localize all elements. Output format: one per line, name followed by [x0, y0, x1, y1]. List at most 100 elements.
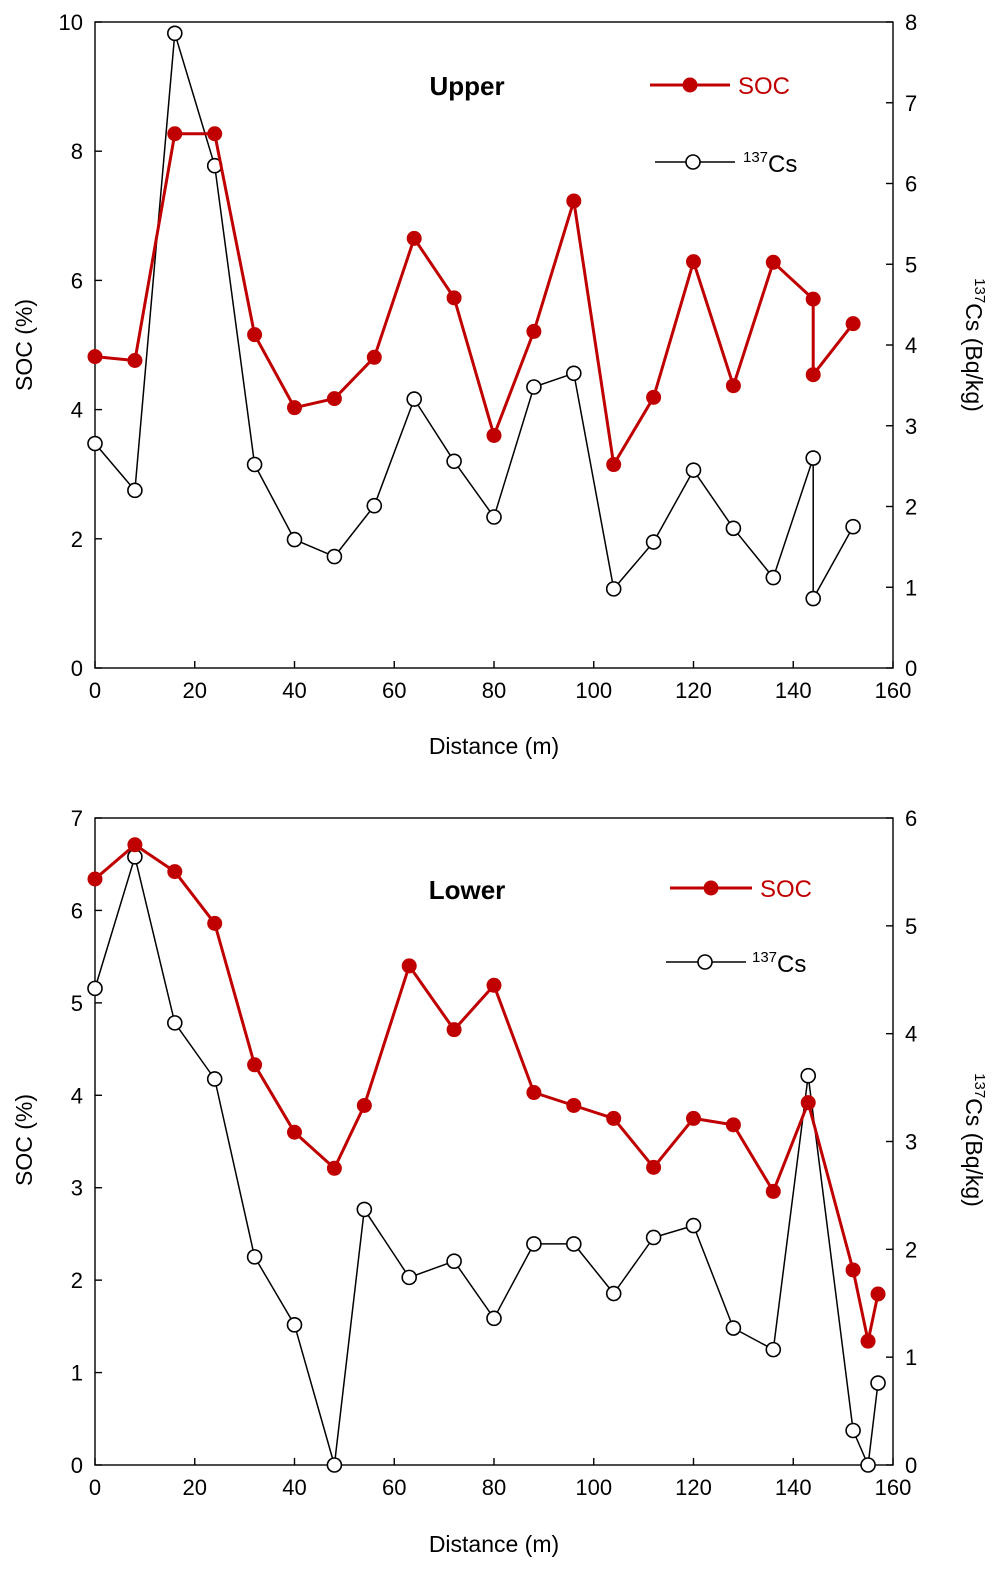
x-tick-label: 140 [775, 678, 812, 703]
cs-point [805, 450, 822, 466]
legend-soc-label: SOC [760, 876, 812, 903]
soc-point [207, 126, 223, 142]
soc-point [800, 1095, 816, 1111]
cs-unit: Cs (Bq/kg) [961, 303, 987, 412]
y-right-tick-label: 2 [905, 1237, 917, 1262]
cs-point [366, 497, 383, 514]
x-tick-label: 40 [282, 1475, 306, 1500]
soc-point [765, 1183, 781, 1199]
cs-point [845, 518, 861, 535]
cs-superscript: 137 [971, 1073, 988, 1098]
tick-marks [94, 21, 894, 669]
soc-point [646, 389, 662, 405]
cs-point [486, 1310, 502, 1327]
cs-point [206, 1071, 223, 1087]
x-tick-label: 0 [89, 1475, 101, 1500]
soc-point [870, 1286, 886, 1302]
cs-line [94, 856, 879, 1466]
soc-point [765, 254, 781, 270]
cs-point [286, 1317, 303, 1333]
legend-cs-label: 137Cs [743, 149, 797, 178]
legend-cs-label: 137Cs [752, 949, 806, 978]
x-axis-title: Distance (m) [429, 733, 559, 759]
cs-point [401, 1269, 418, 1286]
cs-point [800, 1067, 817, 1084]
cs-point [845, 1422, 861, 1439]
soc-point [287, 1124, 302, 1140]
y-left-tick-label: 3 [71, 1176, 83, 1201]
panel-title: Lower [429, 875, 506, 905]
legend-soc-label: SOC [738, 73, 790, 100]
x-tick-label: 60 [382, 1475, 406, 1500]
y-left-tick-label: 1 [71, 1361, 83, 1386]
cs-point [870, 1375, 886, 1391]
soc-point [87, 349, 103, 365]
x-tick-label: 120 [675, 1475, 712, 1500]
y-left-tick-label: 0 [71, 656, 83, 681]
soc-point [446, 290, 462, 306]
legend-soc-marker [703, 880, 719, 896]
y-right-tick-label: 1 [905, 1345, 917, 1370]
soc-point [446, 1022, 462, 1038]
plot-frame [94, 817, 894, 1466]
y-right-tick-label: 0 [905, 1453, 917, 1478]
cs-point [87, 980, 103, 997]
soc-series [87, 126, 861, 473]
y-right-tick-label: 5 [905, 914, 917, 939]
cs-point [765, 569, 782, 586]
soc-point [646, 1159, 662, 1175]
y-left-tick-label: 2 [71, 527, 83, 552]
legend-cs-sup: 137 [743, 149, 768, 166]
cs-point [725, 1320, 742, 1336]
x-tick-label: 160 [875, 678, 912, 703]
cs-superscript: 137 [971, 278, 988, 303]
x-tick-label: 20 [183, 1475, 207, 1500]
y-left-tick-label: 6 [71, 268, 83, 293]
cs-point [565, 365, 582, 382]
soc-point [845, 1262, 861, 1278]
x-tick-label: 20 [183, 678, 207, 703]
soc-point [606, 1110, 622, 1126]
y-left-tick-label: 8 [71, 139, 83, 164]
soc-line [94, 132, 855, 466]
soc-point [356, 1097, 372, 1113]
x-axis-title: Distance (m) [429, 1531, 559, 1557]
cs-series [87, 25, 861, 607]
x-tick-label: 100 [575, 1475, 612, 1500]
soc-line [94, 843, 880, 1343]
soc-point [805, 367, 821, 383]
cs-point [526, 379, 542, 395]
cs-line [94, 32, 854, 600]
cs-point [605, 1285, 622, 1302]
soc-point [366, 349, 382, 365]
soc-point [805, 291, 821, 307]
x-tick-label: 100 [575, 678, 612, 703]
cs-point [167, 1015, 183, 1031]
y-right-tick-label: 4 [905, 1022, 917, 1047]
y-right-tick-label: 3 [905, 1130, 917, 1155]
cs-point [685, 1217, 702, 1234]
soc-point [725, 378, 741, 394]
y-right-tick-label: 6 [905, 172, 917, 197]
y-left-tick-label: 2 [71, 1268, 83, 1293]
x-tick-label: 0 [89, 678, 101, 703]
soc-point [860, 1333, 876, 1349]
x-tick-label: 60 [382, 678, 406, 703]
soc-point [287, 400, 302, 416]
soc-point [845, 316, 861, 332]
cs-point [246, 456, 263, 473]
soc-point [167, 126, 183, 142]
soc-point [406, 230, 422, 246]
cs-point [356, 1201, 373, 1218]
soc-point [566, 1097, 582, 1113]
x-tick-label: 120 [675, 678, 712, 703]
x-tick-label: 140 [775, 1475, 812, 1500]
y-right-tick-label: 6 [905, 806, 917, 831]
cs-point [685, 462, 702, 478]
soc-point [725, 1117, 741, 1133]
legend-cs-main: Cs [777, 951, 806, 978]
soc-point [127, 837, 143, 853]
legend-cs-sup: 137 [752, 949, 777, 966]
